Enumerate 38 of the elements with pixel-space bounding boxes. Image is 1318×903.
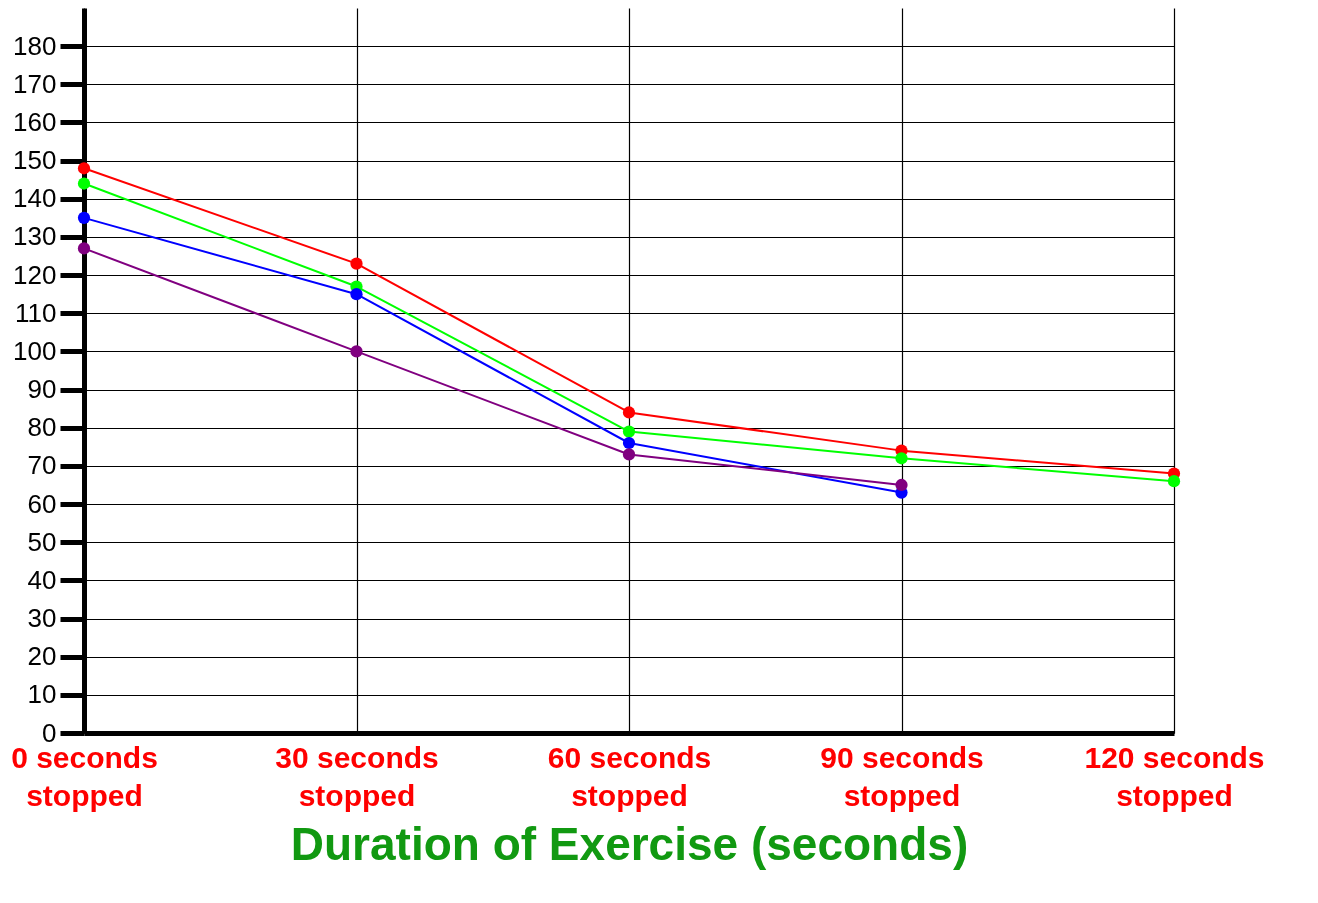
point [895,478,908,492]
point [350,257,363,270]
y-tick-label: 130 [13,221,57,252]
x-tick-label: 30 seconds stopped [275,740,439,812]
point [622,406,636,419]
y-tick-label: 60 [27,488,57,519]
y-tick-label: 30 [27,603,57,634]
y-tick-label: 160 [13,106,57,137]
y-tick-label: 40 [27,564,57,595]
y-tick-label: 0 [42,717,57,748]
y-tick-label: 140 [13,183,57,214]
y-tick-label: 110 [15,297,57,328]
point [1167,475,1181,488]
point [77,211,91,224]
x-axis-title: Duration of Exercise (seconds) [290,817,969,870]
y-tick-label: 100 [13,335,57,366]
y-tick-label: 80 [27,412,57,443]
y-tick-label: 20 [27,641,57,672]
y-tick-label: 90 [27,374,57,405]
y-tick-label: 70 [27,450,57,481]
point [622,448,636,461]
y-tick-label: 120 [13,259,57,290]
point [77,162,91,175]
y-tick-label: 180 [13,30,57,61]
x-tick-label: 90 seconds stopped [820,740,984,812]
y-tick-label: 50 [27,526,57,557]
point [622,436,636,450]
y-tick-label: 170 [13,68,57,99]
point [77,177,91,190]
y-tick-label: 10 [27,679,57,710]
point [350,345,363,358]
y-tick-label: 150 [13,145,57,176]
point [350,288,363,301]
point [622,425,636,438]
point [77,242,91,255]
point [895,452,908,465]
x-tick-label: 120 seconds stopped [1084,740,1265,812]
x-tick-label: 60 seconds stopped [547,740,712,812]
